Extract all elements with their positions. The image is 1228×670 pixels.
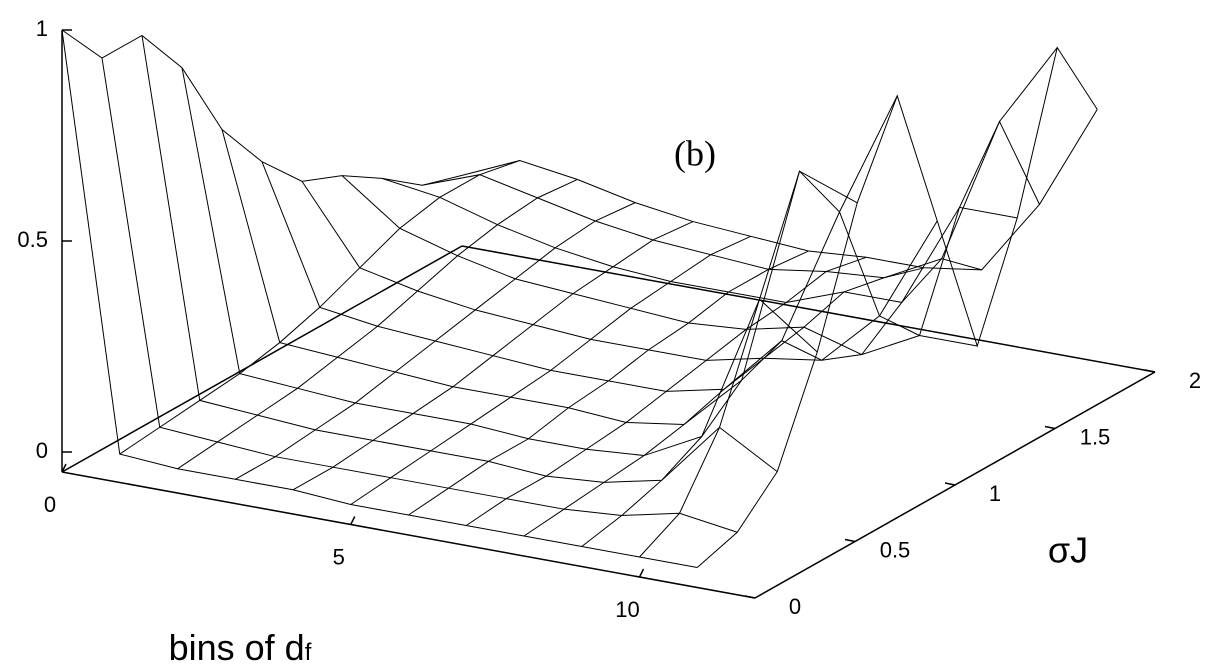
x-axis-label-subscript: f — [305, 639, 312, 666]
y-tick — [744, 595, 756, 599]
surface-wire — [221, 129, 858, 426]
x-axis — [61, 471, 756, 599]
surface-wire — [381, 177, 1018, 304]
y-axis-label: σJ — [1048, 530, 1088, 571]
chart-title: (b) — [674, 133, 716, 173]
z-tick-label: 1 — [36, 16, 48, 41]
y-tick — [1144, 369, 1156, 373]
surface-wire — [341, 175, 978, 356]
surface-wire — [301, 181, 938, 361]
surface-wire — [261, 95, 898, 392]
surface-wire — [408, 250, 809, 516]
surface-wire — [177, 179, 578, 470]
surface-wire — [101, 57, 738, 533]
x-axis-label-text: bins of d — [169, 627, 305, 668]
x-tick-label: 5 — [333, 544, 345, 569]
surface-wire — [461, 109, 1098, 271]
surface-wire — [61, 29, 698, 568]
y-tick-label: 0 — [789, 594, 801, 619]
base-edge — [461, 245, 1156, 373]
x-tick-label: 10 — [615, 597, 639, 622]
y-tick — [844, 538, 856, 543]
y-tick — [944, 482, 956, 486]
z-tick-label: 0.5 — [17, 227, 48, 252]
y-tick-label: 1 — [989, 481, 1001, 506]
y-tick-label: 2 — [1189, 368, 1201, 393]
surface-wire — [523, 267, 925, 537]
y-tick-label: 0.5 — [880, 537, 911, 562]
surface-wire — [141, 35, 778, 483]
y-tick-label: 1.5 — [1080, 424, 1111, 449]
surface-wire — [421, 47, 1058, 279]
surface-wire — [181, 67, 818, 457]
y-tick — [1044, 425, 1056, 430]
x-axis-label: bins of df — [169, 627, 312, 668]
x-tick — [638, 568, 645, 578]
x-tick — [61, 463, 67, 473]
x-tick — [350, 516, 356, 525]
z-tick-label: 0 — [36, 438, 48, 463]
base-edge — [61, 245, 463, 473]
x-tick-label: 0 — [44, 492, 56, 517]
